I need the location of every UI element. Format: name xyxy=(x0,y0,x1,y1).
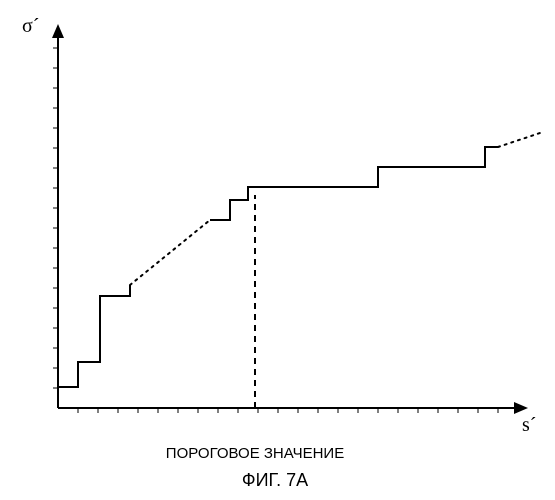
x-axis-label: s´ xyxy=(522,414,536,437)
dotted-tail xyxy=(498,132,543,147)
y-axis-label: σ´ xyxy=(22,15,39,38)
dotted-gap xyxy=(130,220,210,285)
x-axis-arrow xyxy=(514,402,528,414)
step-curve-left xyxy=(58,285,130,387)
figure-label: ФИГ. 7A xyxy=(225,470,325,491)
step-chart-svg xyxy=(0,0,555,500)
step-curve-right xyxy=(210,147,498,220)
y-axis-arrow xyxy=(52,24,64,38)
threshold-label: ПОРОГОВОЕ ЗНАЧЕНИЕ xyxy=(155,445,355,462)
